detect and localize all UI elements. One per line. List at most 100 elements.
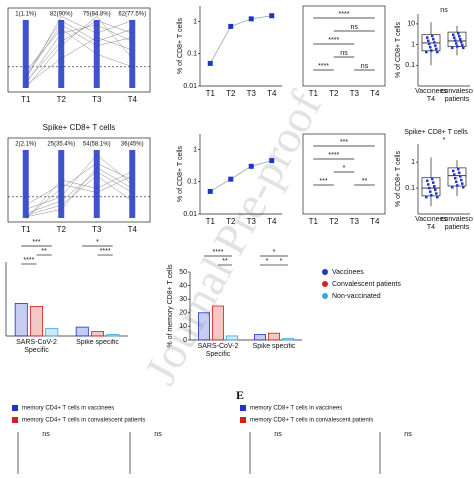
legend-marker bbox=[240, 405, 246, 411]
sig-label: *** bbox=[319, 178, 327, 185]
label-box: Vaccinees T4 bbox=[415, 216, 447, 231]
positive-count bbox=[58, 20, 65, 88]
legend-label: memory CD8+ T cells in vaccinees bbox=[250, 406, 342, 412]
x-tick-label: T3 bbox=[350, 217, 360, 226]
dot bbox=[435, 192, 438, 195]
y-tick-label: 0.01 bbox=[183, 211, 197, 218]
dot bbox=[455, 180, 458, 184]
sig-label: ns bbox=[274, 431, 282, 438]
dot bbox=[433, 41, 436, 44]
y-tick-label: 1 bbox=[411, 159, 415, 166]
point bbox=[269, 13, 275, 19]
dot bbox=[453, 173, 456, 176]
y-axis-label: % of CD8+ T cells bbox=[177, 146, 184, 202]
dot bbox=[434, 188, 437, 192]
positive-count bbox=[22, 150, 29, 218]
individual-line bbox=[25, 20, 133, 83]
y-tick-label: 0.1 bbox=[187, 179, 197, 186]
legend-label: Convalescent patients bbox=[332, 281, 401, 288]
dot bbox=[426, 179, 429, 183]
sig-label: * bbox=[343, 165, 346, 172]
x-tick-label: T3 bbox=[247, 217, 257, 226]
y-axis-label: % of CD8+ T cells bbox=[177, 18, 184, 74]
dot bbox=[427, 39, 430, 43]
x-tick-label: T3 bbox=[247, 89, 257, 98]
bar bbox=[45, 328, 59, 337]
value-label: 75(84.8%) bbox=[83, 12, 111, 18]
bar bbox=[211, 305, 224, 341]
label-box: Spike specific bbox=[253, 343, 296, 350]
y-tick-label: 10 bbox=[179, 323, 187, 330]
x-tick-label: T4 bbox=[267, 89, 277, 98]
positive-count bbox=[93, 20, 100, 88]
value-label: 1(1.1%) bbox=[15, 12, 36, 18]
legend-marker bbox=[322, 269, 328, 275]
x-tick-label: T2 bbox=[329, 217, 339, 226]
value-label: 25(35.4%) bbox=[47, 142, 75, 148]
sig-label: *** bbox=[32, 239, 40, 246]
x-tick-label: T4 bbox=[370, 89, 380, 98]
legend-label: memory CD8+ T cells in convalescent pati… bbox=[250, 418, 373, 424]
sig-label: ** bbox=[222, 258, 228, 265]
dot bbox=[451, 46, 454, 50]
dot bbox=[427, 183, 430, 186]
sig-label: * bbox=[280, 258, 283, 265]
bar bbox=[197, 312, 210, 341]
sig-label: * bbox=[266, 258, 269, 265]
legend-label: Non-vaccinated bbox=[332, 293, 381, 300]
y-tick-label: 0.1 bbox=[405, 62, 415, 69]
point bbox=[207, 188, 213, 194]
panel-title: Spike+ CD8+ T cells bbox=[43, 123, 116, 132]
dot bbox=[431, 34, 434, 38]
panel-label: E bbox=[236, 388, 244, 402]
dot bbox=[432, 37, 435, 41]
x-tick-label: T4 bbox=[128, 95, 138, 104]
value-label: 82(90%) bbox=[50, 12, 73, 18]
sig-label: **** bbox=[213, 249, 224, 256]
legend-marker bbox=[322, 281, 328, 287]
sig-label: ns bbox=[340, 50, 348, 57]
dot bbox=[433, 184, 436, 188]
individual-line bbox=[25, 37, 133, 86]
point bbox=[207, 60, 213, 66]
bar bbox=[106, 334, 120, 337]
individual-line bbox=[25, 167, 133, 218]
dot bbox=[462, 46, 465, 50]
sig-label: **** bbox=[339, 11, 350, 18]
dot bbox=[455, 42, 458, 45]
value-label: 54(58.1%) bbox=[83, 142, 111, 148]
sig-label: **** bbox=[23, 257, 34, 264]
dot bbox=[461, 182, 464, 185]
x-tick-label: T2 bbox=[57, 225, 67, 234]
legend-marker bbox=[240, 417, 246, 423]
y-tick-label: 0.1 bbox=[187, 51, 197, 58]
dot bbox=[452, 33, 455, 37]
sig-label: *** bbox=[340, 139, 348, 146]
y-tick-label: 50 bbox=[179, 269, 187, 276]
individual-line bbox=[25, 171, 133, 214]
legend-label: Vaccinees bbox=[332, 269, 364, 276]
legend-marker bbox=[12, 417, 18, 423]
dot bbox=[461, 43, 464, 47]
y-axis-label: % of memory CD8+ T cells bbox=[167, 264, 174, 348]
category-label: convalescent patients bbox=[441, 216, 473, 231]
dot bbox=[428, 186, 431, 190]
point bbox=[248, 163, 254, 169]
sig-label: ns bbox=[361, 63, 369, 70]
dot bbox=[429, 45, 432, 49]
sig-label: ** bbox=[41, 248, 47, 255]
dot bbox=[453, 36, 456, 39]
dot bbox=[457, 32, 460, 35]
dot bbox=[436, 50, 439, 54]
positive-count bbox=[129, 20, 136, 88]
x-tick-label: T1 bbox=[309, 89, 319, 98]
category-label: Spike specific bbox=[76, 339, 119, 346]
panel-frame bbox=[302, 5, 386, 87]
point bbox=[269, 158, 275, 164]
individual-line bbox=[25, 175, 133, 216]
dot bbox=[431, 177, 434, 181]
positive-count bbox=[58, 150, 65, 218]
dot bbox=[435, 47, 438, 51]
sig-label: ns bbox=[404, 431, 412, 438]
